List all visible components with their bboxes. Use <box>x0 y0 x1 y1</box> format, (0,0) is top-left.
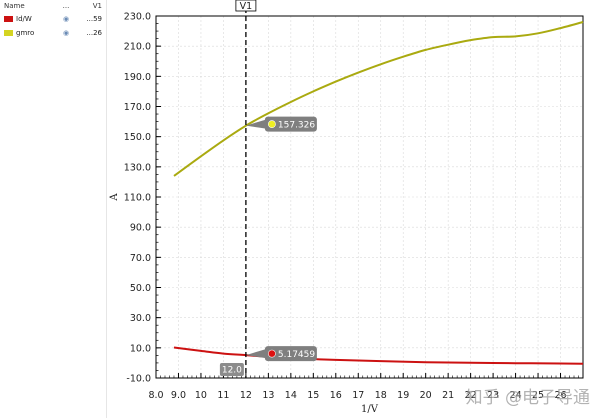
cursor-x-value-box <box>219 363 244 376</box>
x-tick-label: 13 <box>262 390 274 401</box>
x-tick-label: 17 <box>352 390 364 401</box>
eye-icon[interactable]: ◉ <box>62 15 70 23</box>
y-tick-label: 50.0 <box>130 283 151 294</box>
y-tick-label: 170.0 <box>124 102 151 113</box>
marker-pointer <box>245 119 266 129</box>
x-tick-label: 20 <box>420 390 432 401</box>
legend-header-value: V1 <box>92 2 102 10</box>
eye-icon[interactable]: ◉ <box>62 29 70 37</box>
x-tick-label: 12 <box>240 390 252 401</box>
y-tick-label: 130.0 <box>124 162 151 173</box>
legend-header: Name ... V1 <box>0 0 106 12</box>
series-line-gmro <box>173 21 584 177</box>
x-tick-label: 18 <box>375 390 387 401</box>
x-tick-label: 22 <box>465 390 477 401</box>
x-tick-label: 14 <box>285 390 297 401</box>
x-tick-label: 19 <box>397 390 409 401</box>
x-tick-label: 9.0 <box>171 390 186 401</box>
legend-header-visibility: ... <box>62 2 70 10</box>
watermark-text: 知乎 @电子导通 <box>466 388 590 408</box>
x-tick-label: 25 <box>532 390 544 401</box>
x-tick-label: 15 <box>307 390 319 401</box>
marker-value-idw: 5.17459 <box>278 350 315 360</box>
y-axis-title: A <box>109 193 120 202</box>
y-tick-label: 90.0 <box>130 223 151 234</box>
cursor-layer[interactable]: V1 12.0 <box>219 0 257 378</box>
marker-tooltip-box <box>264 346 317 362</box>
axis-ticks: -10.0 10.0 30.0 50.0 70.0 90.0 110.0 130.0 150.0… <box>124 12 584 401</box>
series-layer <box>173 21 584 365</box>
series-line-idw <box>173 346 584 365</box>
chart-grid <box>155 15 583 379</box>
x-tick-label: 26 <box>554 390 566 401</box>
y-tick-label: 110.0 <box>124 193 151 204</box>
cursor-label-box[interactable] <box>235 0 257 12</box>
x-tick-label: 21 <box>442 390 454 401</box>
legend-swatch-gmro <box>4 30 13 36</box>
x-tick-label: 10 <box>195 390 207 401</box>
y-tick-label: 210.0 <box>124 42 151 53</box>
legend-header-name: Name <box>4 2 25 10</box>
x-tick-label: 11 <box>217 390 229 401</box>
legend-value-gmro: ...26 <box>86 29 102 37</box>
legend-row-gmro[interactable]: gmro ◉ ...26 <box>0 26 106 40</box>
legend-name-idw: Id/W <box>16 15 32 23</box>
cursor-label-v1[interactable]: V1 <box>240 1 253 12</box>
legend-name-gmro: gmro <box>16 29 35 37</box>
x-axis-title: 1/V <box>361 404 379 415</box>
y-tick-label: 30.0 <box>130 313 151 324</box>
y-tick-label: -10.0 <box>126 374 151 385</box>
y-tick-label: 230.0 <box>124 12 151 23</box>
legend-swatch-idw <box>4 16 13 22</box>
x-tick-label: 23 <box>487 390 499 401</box>
marker-tooltip-box <box>264 116 317 132</box>
x-tick-label: 8.0 <box>148 390 163 401</box>
marker-pointer <box>245 349 266 359</box>
y-tick-label: 70.0 <box>130 253 151 264</box>
legend-panel: Name ... V1 Id/W ◉ ...59 gmro ◉ ...26 <box>0 0 107 418</box>
marker-layer: 157.326 5.17459 <box>245 116 317 362</box>
legend-row-idw[interactable]: Id/W ◉ ...59 <box>0 12 106 26</box>
cursor-x-value: 12.0 <box>222 366 242 376</box>
x-tick-label: 24 <box>510 390 522 401</box>
y-tick-label: 10.0 <box>130 343 151 354</box>
legend-value-idw: ...59 <box>86 15 102 23</box>
marker-dot <box>267 349 276 358</box>
y-tick-label: 150.0 <box>124 132 151 143</box>
x-tick-label: 16 <box>330 390 342 401</box>
marker-dot <box>267 120 276 129</box>
y-tick-label: 190.0 <box>124 72 151 83</box>
marker-value-gmro: 157.326 <box>278 120 315 130</box>
